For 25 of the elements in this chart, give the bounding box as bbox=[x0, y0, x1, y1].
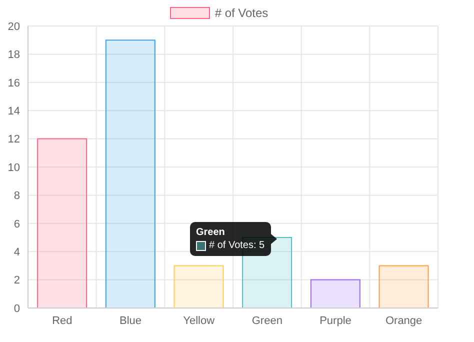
x-tick-label: Orange bbox=[385, 314, 422, 327]
legend-label: # of Votes bbox=[214, 6, 268, 20]
y-tick-label: 10 bbox=[8, 162, 20, 174]
annotation: # of Votes: 5 bbox=[208, 239, 265, 252]
y-tick-label: 14 bbox=[8, 106, 20, 118]
x-tick-label: Blue bbox=[119, 314, 142, 327]
y-tick-label: 12 bbox=[8, 134, 20, 146]
x-tick-label: Green bbox=[252, 314, 282, 327]
y-tick-label: 16 bbox=[8, 77, 20, 90]
x-tick-label: Yellow bbox=[183, 314, 215, 327]
y-tick-label: 6 bbox=[14, 218, 20, 230]
bar bbox=[105, 40, 156, 308]
bar bbox=[37, 138, 88, 308]
y-tick-label: 18 bbox=[8, 49, 20, 62]
y-tick-label: 20 bbox=[8, 20, 20, 33]
bar bbox=[378, 265, 429, 308]
y-tick-label: 2 bbox=[14, 274, 20, 287]
y-tick-label: 0 bbox=[14, 302, 20, 315]
bar bbox=[174, 265, 224, 308]
x-tick-label: Red bbox=[52, 314, 72, 327]
y-tick-label: 8 bbox=[14, 190, 20, 202]
annotation: Green bbox=[196, 226, 226, 239]
y-tick-label: 4 bbox=[14, 246, 20, 259]
bar bbox=[310, 279, 360, 308]
x-tick-label: Purple bbox=[320, 314, 352, 327]
